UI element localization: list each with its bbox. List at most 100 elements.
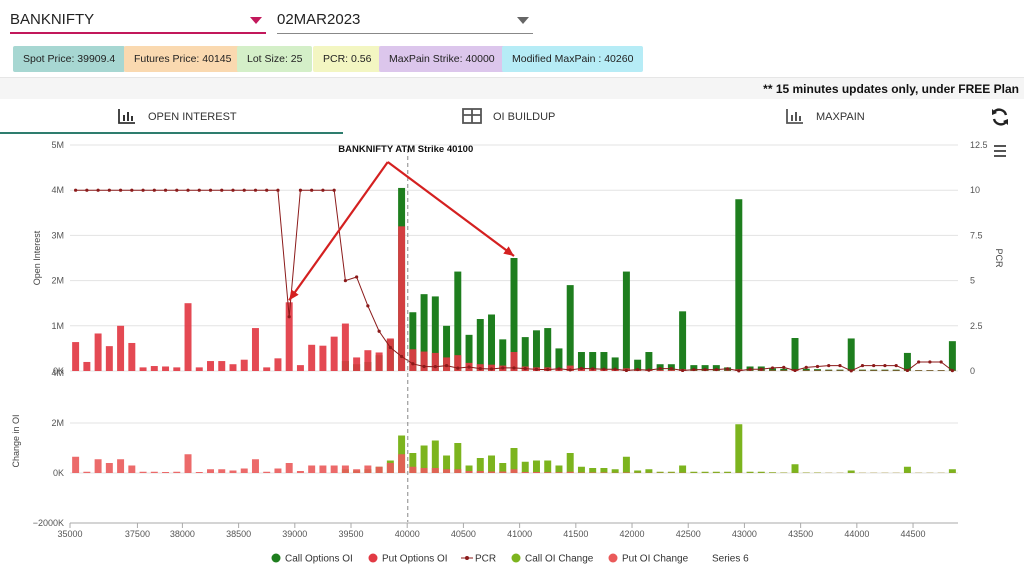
call-oi-bar [791,338,799,371]
put-oi-change-bar [94,459,102,473]
put-oi-bar [308,344,316,371]
call-oi-change-bar [814,472,821,473]
put-oi-bar [319,345,327,371]
call-oi-change-bar [611,469,619,473]
put-oi-change-bar [117,459,125,473]
pcr-point [186,188,190,192]
put-oi-bar [105,346,113,371]
expiry-select[interactable]: 02MAR2023 [277,6,533,34]
pcr-axis-tick: 7.5 [970,230,983,240]
chevron-down-icon[interactable] [517,17,529,24]
pcr-point [860,363,865,368]
pcr-point [827,363,831,368]
call-oi-bar [948,341,956,371]
call-oi-change-bar [712,471,720,473]
x-axis-tick-label: 40000 [395,529,420,539]
x-axis-tick-label: 35000 [57,529,82,539]
put-oi-change-bar [465,471,473,473]
annotation-arrowhead [503,246,514,256]
oi-axis-tick: 0K [53,366,64,376]
call-oi-bar [634,359,642,371]
put-oi-change-bar [184,454,192,473]
oi-axis-tick: 3M [51,230,64,240]
call-oi-bar [476,319,484,371]
call-oi-bar [847,338,855,371]
x-axis-tick-label: 42500 [676,529,701,539]
oi-axis-tick: 4M [51,185,64,195]
annotation-arrow [387,161,515,257]
call-oi-bar [881,369,889,371]
call-oi-bar [465,334,473,371]
put-oi-change-bar [162,472,170,473]
call-oi-bar [611,357,619,371]
x-axis-tick-label: 41500 [563,529,588,539]
pcr-point [928,360,932,364]
call-oi-bar [454,271,462,371]
refresh-icon[interactable] [990,107,1010,127]
pcr-point [355,275,359,279]
pcr-point [399,354,404,359]
tab-oi-buildup[interactable]: OI BUILDUP [462,100,612,134]
pcr-point [568,368,572,372]
call-oi-bar [443,325,451,371]
pcr-point [411,362,415,366]
call-oi-change-bar [566,453,574,473]
put-oi-change-bar [488,471,496,473]
put-oi-bar [229,364,237,371]
change-axis-tick: 0K [53,468,64,478]
symbol-select[interactable]: BANKNIFTY [10,6,266,34]
pcr-point [703,367,707,372]
put-oi-bar [207,361,214,371]
put-oi-change-bar [251,459,259,473]
pcr-point [950,369,954,373]
pcr-point [669,367,673,371]
pcr-point [714,367,718,372]
change-axis-title: Change in OI [11,414,21,467]
pcr-point [444,363,449,368]
call-oi-change-bar [488,455,496,473]
call-oi-change-bar [701,471,709,473]
pcr-point [152,188,156,192]
pcr-point [523,367,527,371]
put-oi-bar [420,351,428,371]
call-oi-change-bar [690,471,698,473]
pcr-point [343,279,347,283]
pcr-point [501,366,505,370]
put-oi-change-bar [207,469,214,473]
put-oi-bar [386,338,394,371]
pcr-chip: PCR: 0.56 [313,46,382,72]
pcr-axis-title: PCR [994,248,1004,268]
pcr-point [96,188,100,192]
pcr-point [478,367,482,371]
call-oi-bar [858,369,866,371]
tab-oi-buildup-label: OI BUILDUP [493,111,556,123]
put-oi-bar [162,366,170,371]
x-axis-tick-label: 39000 [282,529,307,539]
put-oi-change-bar [308,465,316,473]
put-oi-bar [667,370,675,371]
change-axis-tick: 2M [51,418,64,428]
pcr-point [591,367,595,371]
call-oi-bar [814,369,821,371]
put-oi-bar [510,352,518,371]
put-oi-change-bar [285,463,293,473]
pcr-point [141,188,145,192]
pcr-point [613,367,617,371]
x-axis-tick-label: 40500 [451,529,476,539]
tab-maxpain[interactable]: MAXPAIN [786,100,906,134]
call-oi-change-bar [499,463,507,473]
call-oi-change-bar [544,460,552,473]
put-oi-bar [240,359,248,371]
pcr-point [388,345,392,350]
pcr-point [130,188,134,192]
futures-price-chip: Futures Price: 40145 [124,46,242,72]
chevron-down-icon[interactable] [250,17,262,24]
call-oi-change-bar [769,472,777,473]
tab-open-interest[interactable]: OPEN INTEREST [118,100,318,134]
pcr-point [579,366,584,371]
pcr-point [838,363,842,368]
pcr-point [253,188,258,192]
put-oi-change-bar [83,471,91,473]
call-oi-change-bar [656,471,664,473]
call-oi-bar [589,352,597,371]
